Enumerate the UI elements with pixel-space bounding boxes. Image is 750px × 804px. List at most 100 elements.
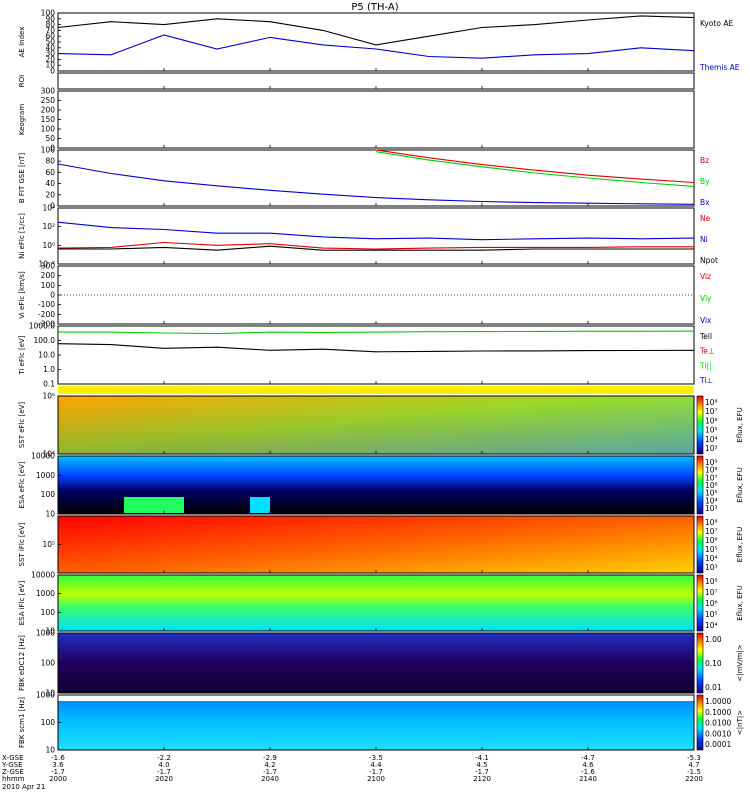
footer-value: 2020	[155, 775, 173, 783]
panel-2-ytick-label: 100	[41, 125, 56, 134]
panel-8-ytick-label: 1000	[36, 471, 55, 480]
panel-10-ylabel: ESA iFlc [eV]	[18, 580, 26, 625]
panel-1-ylabel: ROI	[18, 75, 26, 87]
footer-value: -3.5	[369, 754, 383, 762]
panel-10-colorbar-label: Eflux, EFU	[736, 585, 744, 620]
panel-10-colorbar-tick: 10⁴	[705, 621, 718, 630]
panel-3-ytick-label: 40	[45, 179, 55, 188]
panel-6-series-tell	[57, 343, 695, 353]
panel-11-colorbar-tick: 0.10	[705, 659, 722, 668]
panel-12-colorbar	[696, 694, 704, 751]
footer-value: 2100	[367, 775, 385, 783]
panel-3-ytick-label: 80	[45, 157, 55, 166]
panel-5-ytick-label: -200	[38, 310, 55, 319]
panel-11-colorbar	[696, 632, 704, 694]
panel-0-ytick-label: 0	[50, 67, 55, 76]
panel-8-ylabel: ESA eFlc [eV]	[18, 461, 26, 508]
footer-value: -1.7	[263, 768, 277, 776]
panel-4-ytick-label: 10⁻²	[38, 260, 55, 269]
panel-7-colorbar-tick: 10⁵	[705, 426, 718, 435]
panel-3-ytick-label: 20	[45, 190, 55, 199]
footer-value: 4.5	[476, 761, 487, 769]
panel-10-ytick-label: 100	[41, 608, 56, 617]
panel-12-colorbar-tick: 0.0001	[705, 740, 731, 749]
panel-5-ytick-label: 300	[41, 262, 56, 271]
panel-2-frame	[57, 90, 695, 149]
panel-2-ytick-label: 0	[50, 144, 55, 153]
sst-electron-overlay	[58, 396, 694, 454]
footer-value: 4.6	[582, 761, 594, 769]
panel-7-colorbar-tick: 10⁸	[705, 398, 718, 407]
panel-8-ytick-label: 10	[45, 510, 55, 519]
panel-4-legend-ne: Ne	[700, 214, 711, 223]
panel-3-series-bx	[57, 163, 695, 205]
roi-bar-strip	[58, 386, 694, 394]
panel-6-legend-te: Te⊥	[699, 347, 714, 356]
panel-6-ytick-label: 1.0	[43, 365, 55, 374]
panel-6-series-ti	[58, 330, 695, 335]
panel-4-series-ne	[57, 241, 694, 250]
footer-value: -4.1	[475, 754, 489, 762]
panel-6-ytick-label: 100.0	[34, 336, 56, 345]
panel-12-ytick-label: 1000	[36, 691, 55, 700]
panel-3-legend-by: By	[700, 177, 710, 186]
panel-10-colorbar-tick: 10⁶	[705, 599, 718, 608]
panel-0-ytick-label: 70	[45, 26, 55, 35]
panel-0-frame	[57, 12, 695, 72]
panel-12-ylabel: FBK scm1 [Hz]	[18, 697, 26, 748]
panel-6-legend-tell: Tell	[699, 332, 712, 341]
panel-10-ytick-label: 10000	[31, 571, 55, 580]
panel-8-colorbar	[696, 455, 704, 515]
panel-0-ytick-label: 20	[45, 55, 55, 64]
panel-4-frame	[57, 207, 695, 265]
footer-row-hhmm: hhmm	[2, 775, 25, 783]
panel-8-colorbar-tick: 10⁴	[705, 496, 718, 505]
panel-4-ytick-label: 10²	[42, 222, 55, 231]
esa-electron-patch-2	[250, 497, 270, 513]
footer-value: -1.5	[687, 768, 701, 776]
panel-10-colorbar-tick: 10⁸	[705, 577, 718, 586]
footer-value: 2000	[49, 775, 67, 783]
panel-12-ytick-label: 100	[41, 718, 56, 727]
panel-9-colorbar-label: Eflux, EFU	[736, 527, 744, 562]
panel-10-ytick-label: 1000	[36, 589, 55, 598]
panel-0-ytick-label: 40	[45, 43, 55, 52]
panel-7-colorbar-tick: 10⁴	[705, 435, 718, 444]
panel-7-ylabel: SST eFlc [eV]	[18, 402, 26, 449]
panel-8-colorbar-tick: 10⁹	[705, 458, 718, 467]
panel-0-ytick-label: 80	[45, 20, 55, 29]
footer-value: 2200	[685, 775, 703, 783]
footer-value: -1.7	[475, 768, 489, 776]
panel-9-colorbar-tick: 10⁶	[705, 536, 718, 545]
panel-7-colorbar-label: Eflux, EFU	[736, 407, 744, 442]
panel-3-series-bz	[375, 149, 695, 184]
panel-4-ylabel: Ni eFlc [1/cc]	[18, 213, 26, 259]
panel-5-ytick-label: -100	[38, 300, 55, 309]
panel-6-ytick-label: 10.0	[38, 351, 55, 360]
panel-12-ytick-label: 10	[45, 746, 55, 755]
panel-0-ytick-label: 50	[45, 38, 55, 47]
footer-value: 4.7	[688, 761, 699, 769]
panel-2-ytick-label: 50	[45, 134, 55, 143]
panel-2-ylabel: Keogram	[18, 104, 26, 135]
panel-11-ytick-label: 10	[45, 689, 55, 698]
panel-12-colorbar-tick: 1.0000	[705, 697, 731, 706]
panel-7-colorbar-tick: 10⁷	[705, 407, 718, 416]
panel-6-frame	[57, 325, 695, 385]
panel-2-ytick-label: 250	[41, 96, 56, 105]
panel-5-legend-viy: Viy	[700, 294, 712, 303]
panel-0-series-kyoto-ae	[57, 15, 695, 46]
panel-5-legend-vix: Vix	[700, 316, 712, 325]
footer-value: -1.7	[157, 768, 171, 776]
panel-7-colorbar	[696, 395, 704, 455]
panel-6-ylabel: Ti eFlc [eV]	[18, 335, 26, 375]
panel-4-ytick-label: 10⁰	[42, 241, 55, 250]
panel-11-ylabel: FBK eDC12 [Hz]	[18, 635, 26, 691]
panel-4-series-ni	[57, 221, 695, 241]
panel-9-colorbar-tick: 10⁸	[705, 518, 718, 527]
panel-11-ytick-label: 1000	[36, 629, 55, 638]
panel-8-colorbar-tick: 10⁸	[705, 466, 718, 475]
panel-9-colorbar	[696, 515, 704, 574]
